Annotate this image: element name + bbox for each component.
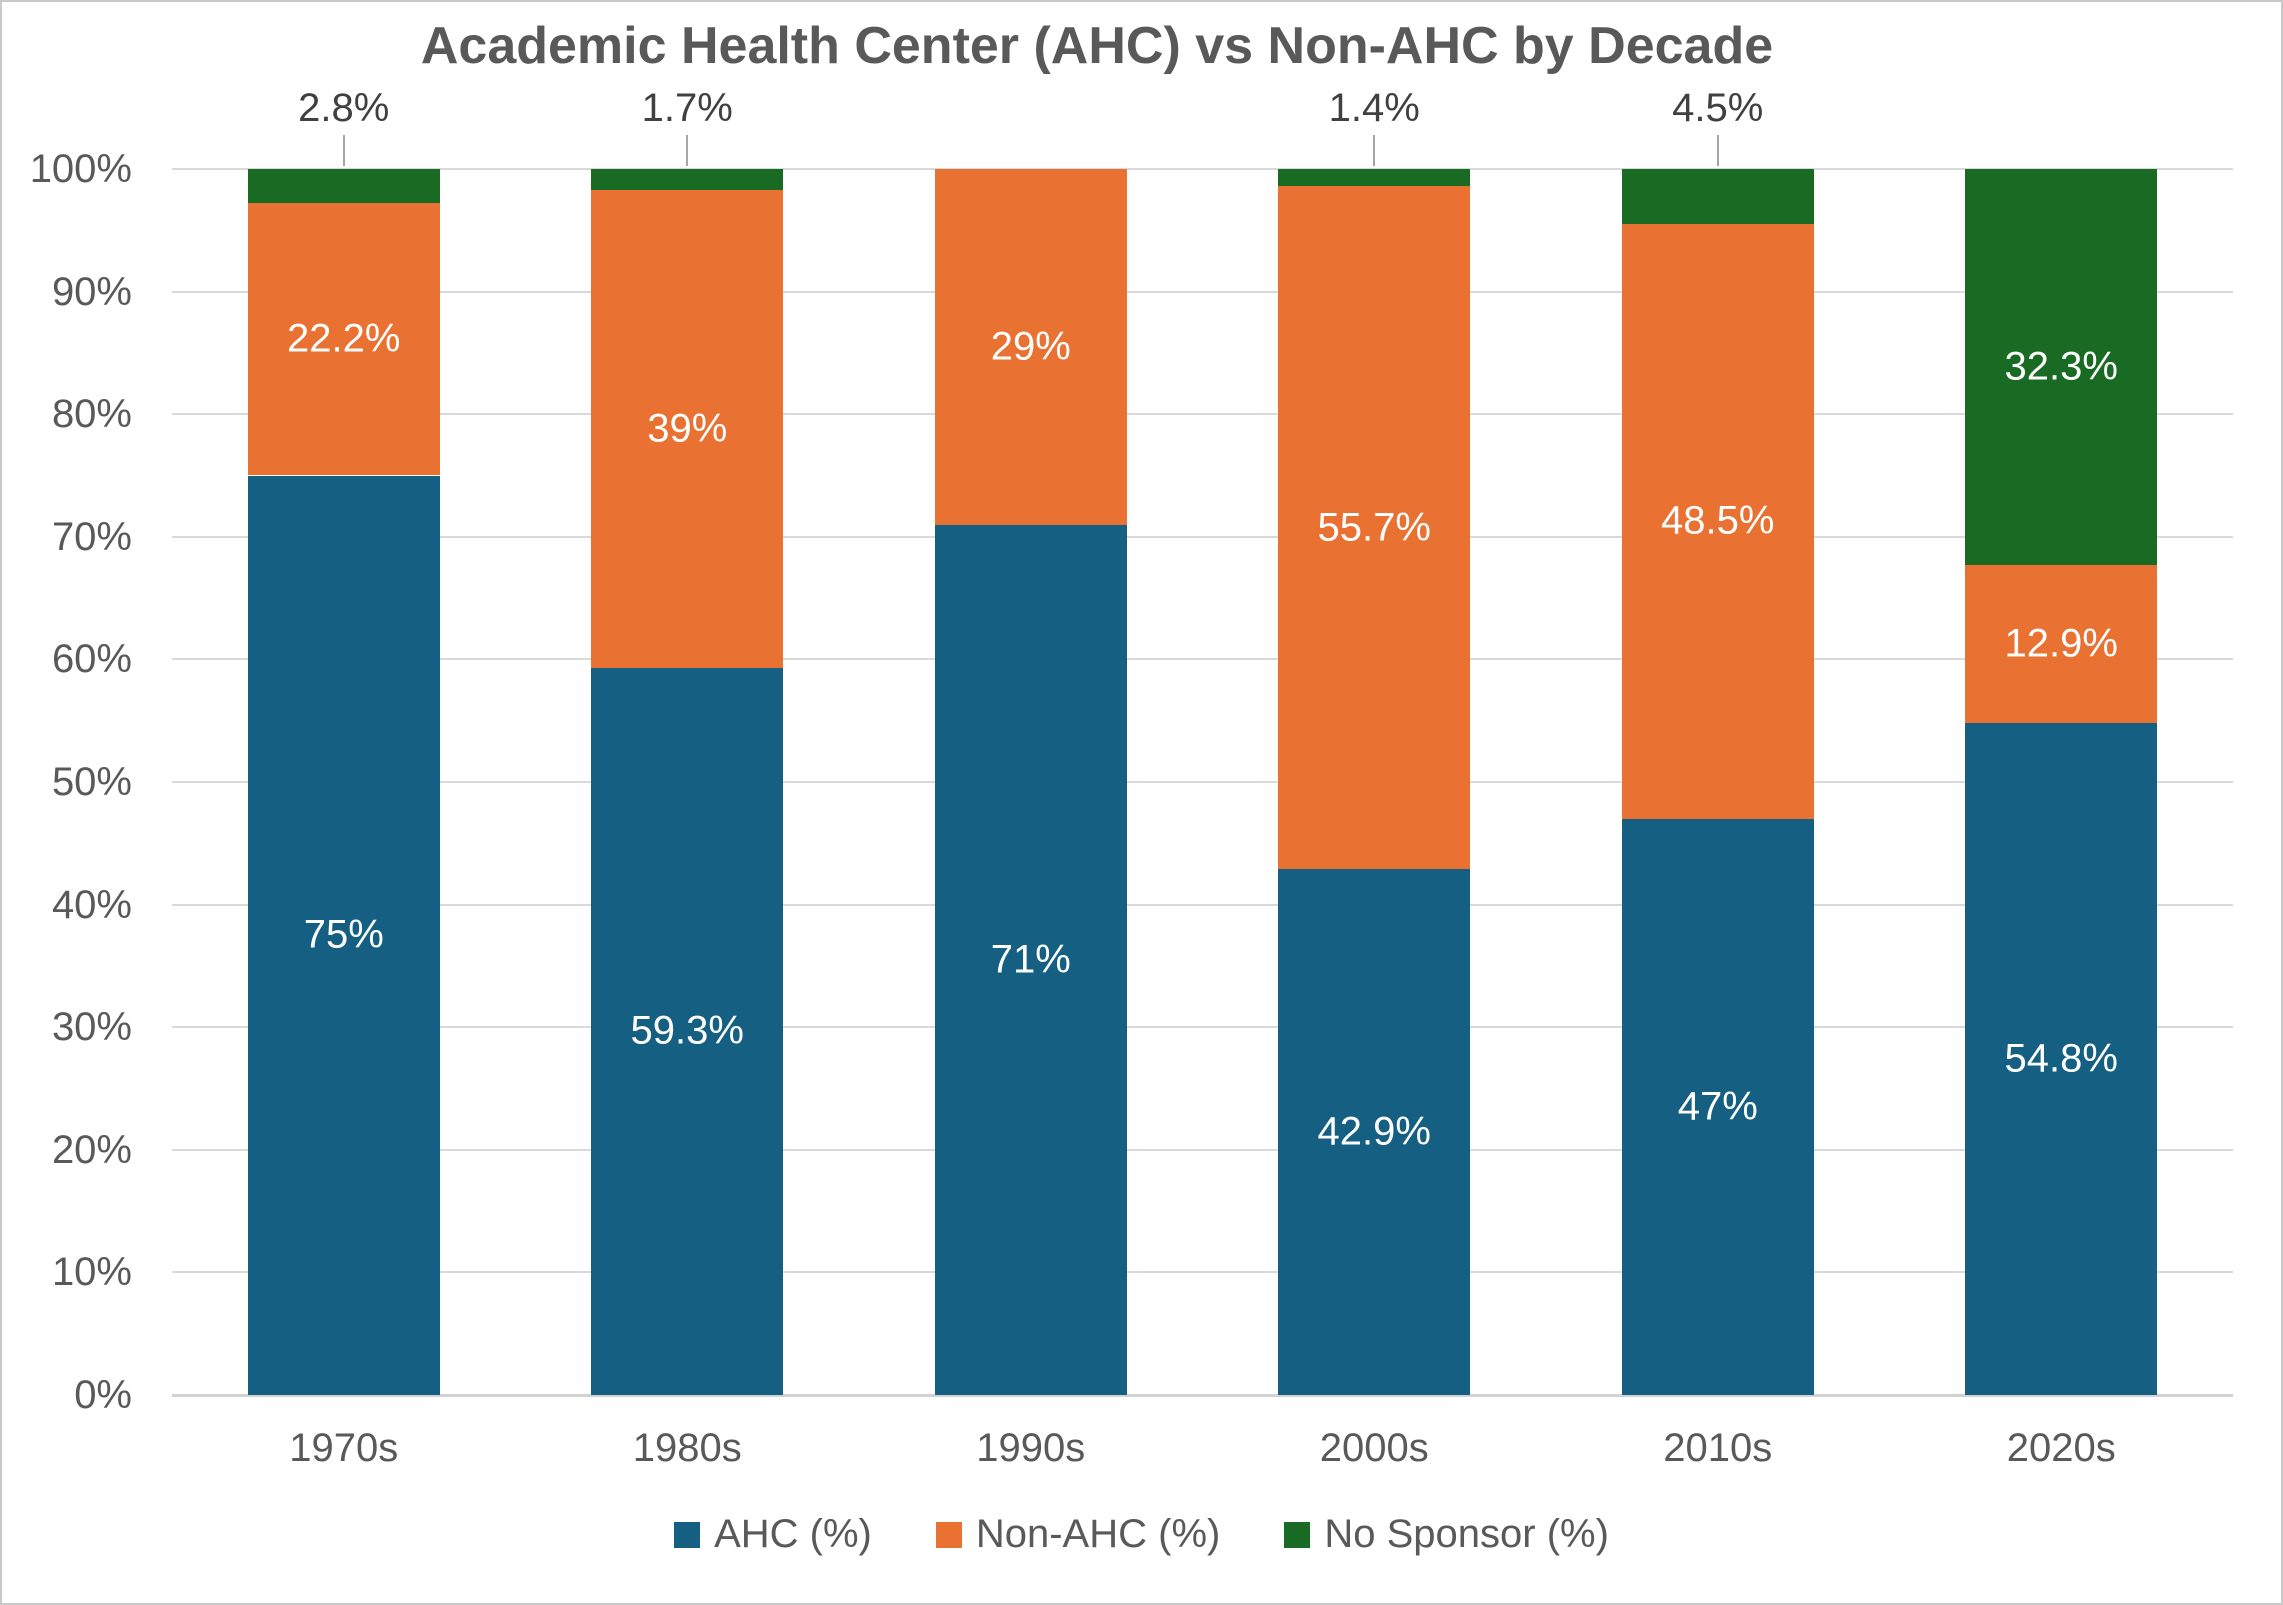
x-axis-tick-label-2020s: 2020s	[2006, 1426, 2116, 1470]
y-axis-tick-label: 20%	[51, 1127, 132, 1172]
bar-segment-label-non-ahc-2010s: 48.5%	[1661, 498, 1775, 543]
gridline	[172, 1271, 2233, 1274]
bar-segment-label-ahc-1980s: 59.3%	[630, 1008, 744, 1053]
y-axis-tick-label: 80%	[51, 392, 132, 437]
bar-segment-ahc-1970s	[247, 475, 440, 1395]
bar-segment-label-non-ahc-1980s: 39%	[647, 406, 728, 451]
y-axis-tick-label: 90%	[51, 269, 132, 314]
legend-swatch-no-sponsor-icon	[1284, 1521, 1311, 1548]
bar-segment-ahc-2020s	[1965, 723, 2158, 1395]
gridline	[172, 290, 2233, 293]
callout-leader-line-2000s	[1373, 135, 1376, 166]
legend-item-no-sponsor: No Sponsor (%)	[1284, 1512, 1609, 1557]
callout-label-no-sponsor-2000s: 1.4%	[1328, 86, 1420, 130]
x-axis-tick-label-1990s: 1990s	[976, 1426, 1086, 1470]
y-axis-tick-label: 60%	[51, 637, 132, 682]
legend-item-ahc: AHC (%)	[674, 1512, 872, 1557]
bar-segment-ahc-1990s	[934, 524, 1127, 1395]
gridline	[172, 658, 2233, 661]
bar-segment-label-no-sponsor-2020s: 32.3%	[2004, 344, 2118, 389]
x-axis-line	[172, 1394, 2233, 1397]
gridline	[172, 168, 2233, 170]
callout-label-no-sponsor-1980s: 1.7%	[641, 86, 733, 130]
bar-segment-non-ahc-1970s	[247, 203, 440, 476]
callout-label-no-sponsor-1970s: 2.8%	[298, 86, 390, 130]
bar-segment-no-sponsor-2020s	[1965, 169, 2158, 565]
y-axis-tick-label: 30%	[51, 1005, 132, 1050]
chart-legend: AHC (%) Non-AHC (%) No Sponsor (%)	[2, 1512, 2281, 1557]
bar-segment-no-sponsor-1970s	[247, 169, 440, 204]
bar-segment-ahc-1980s	[591, 667, 784, 1395]
y-axis-tick-label: 100%	[29, 147, 132, 191]
bar-segment-non-ahc-2010s	[1621, 224, 1814, 819]
x-axis-tick-label-1970s: 1970s	[289, 1426, 399, 1470]
callout-leader-line-1970s	[342, 135, 345, 166]
legend-swatch-ahc-icon	[674, 1521, 701, 1548]
x-axis-tick-label-2000s: 2000s	[1319, 1426, 1429, 1470]
bar-segment-label-ahc-1990s: 71%	[990, 937, 1071, 982]
bar-segment-no-sponsor-2000s	[1278, 169, 1471, 187]
bar-segment-ahc-2010s	[1621, 818, 1814, 1395]
bar-segment-no-sponsor-2010s	[1621, 169, 1814, 225]
bar-segment-label-ahc-2010s: 47%	[1677, 1084, 1758, 1129]
gridline	[172, 413, 2233, 416]
bar-segment-label-non-ahc-2000s: 55.7%	[1317, 505, 1431, 550]
legend-swatch-non-ahc-icon	[935, 1521, 962, 1548]
legend-label-non-ahc: Non-AHC (%)	[975, 1512, 1221, 1556]
y-axis-tick-label: 0%	[74, 1373, 132, 1417]
gridline	[172, 903, 2233, 906]
callout-label-no-sponsor-2010s: 4.5%	[1672, 86, 1764, 130]
x-axis-tick-label-1980s: 1980s	[632, 1426, 742, 1470]
bar-segment-non-ahc-1990s	[934, 169, 1127, 525]
y-axis-tick-label: 40%	[51, 882, 132, 927]
bar-segment-non-ahc-2000s	[1278, 186, 1471, 870]
y-axis-tick-label: 10%	[51, 1250, 132, 1295]
callout-leader-line-2010s	[1716, 135, 1719, 166]
bar-segment-non-ahc-1980s	[591, 189, 784, 668]
bar-segment-label-ahc-2000s: 42.9%	[1317, 1109, 1431, 1154]
x-axis-tick-label-2010s: 2010s	[1663, 1426, 1773, 1470]
bar-segment-label-non-ahc-1970s: 22.2%	[287, 316, 401, 361]
bar-segment-label-non-ahc-1990s: 29%	[990, 324, 1071, 369]
y-axis-tick-label: 70%	[51, 514, 132, 559]
gridline	[172, 1026, 2233, 1029]
gridline	[172, 781, 2233, 783]
bar-segment-label-ahc-2020s: 54.8%	[2004, 1036, 2118, 1081]
bar-segment-non-ahc-2020s	[1965, 564, 2158, 724]
legend-item-non-ahc: Non-AHC (%)	[935, 1512, 1221, 1557]
gridline	[172, 1148, 2233, 1151]
legend-label-no-sponsor: No Sponsor (%)	[1324, 1512, 1609, 1556]
bar-segment-label-ahc-1970s: 75%	[303, 912, 384, 957]
bar-segment-no-sponsor-1980s	[591, 169, 784, 190]
chart-title: Academic Health Center (AHC) vs Non-AHC …	[420, 17, 1774, 75]
legend-label-ahc: AHC (%)	[714, 1512, 872, 1556]
bar-segment-label-non-ahc-2020s: 12.9%	[2004, 621, 2118, 666]
callout-leader-line-1980s	[686, 135, 689, 166]
gridline	[172, 535, 2233, 538]
bar-segment-ahc-2000s	[1278, 869, 1471, 1395]
y-axis-tick-label: 50%	[51, 760, 132, 804]
